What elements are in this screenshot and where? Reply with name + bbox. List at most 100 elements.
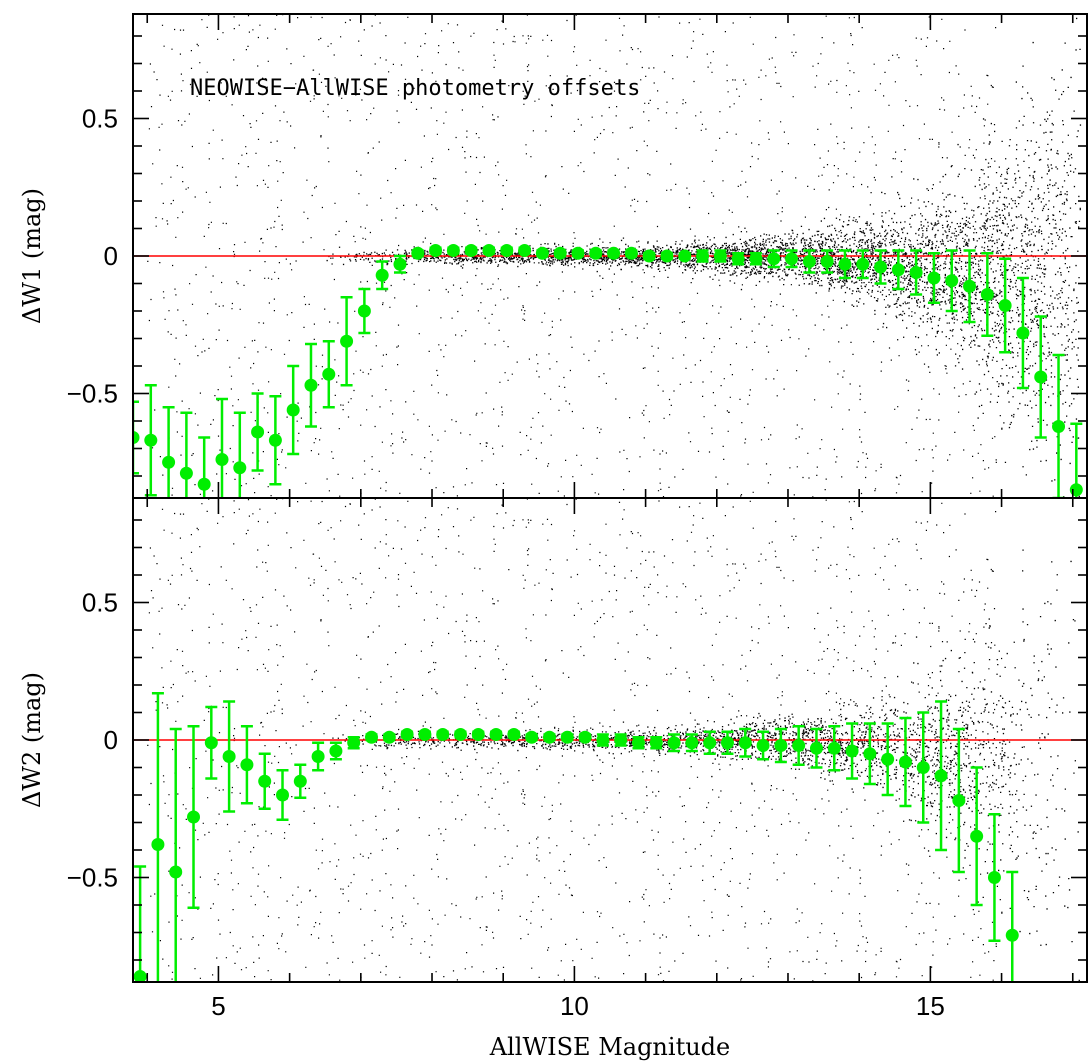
- binned-point-w2: [347, 736, 360, 749]
- binned-marker: [1052, 420, 1065, 433]
- binned-point-w2: [169, 729, 182, 1015]
- binned-marker: [162, 456, 175, 469]
- binned-point-w2: [561, 731, 574, 744]
- x-tick-label: 10: [560, 991, 589, 1021]
- binned-point-w2: [365, 731, 378, 744]
- binned-point-w2: [525, 731, 538, 744]
- binned-marker: [198, 478, 211, 491]
- binned-marker: [981, 288, 994, 301]
- binned-marker: [660, 250, 673, 263]
- binned-point-w1: [376, 262, 389, 290]
- binned-marker: [643, 250, 656, 263]
- binned-marker: [785, 252, 798, 265]
- binned-point-w1: [536, 247, 549, 260]
- binned-point-w2: [1006, 872, 1019, 999]
- binned-marker: [215, 453, 228, 466]
- binned-point-w2: [329, 743, 342, 760]
- binned-marker: [454, 728, 467, 741]
- binned-point-w2: [454, 728, 467, 741]
- binned-marker: [500, 244, 513, 257]
- binned-point-w1: [144, 385, 157, 495]
- binned-marker: [169, 866, 182, 879]
- binned-point-w2: [401, 728, 414, 741]
- binned-point-w2: [970, 768, 983, 906]
- binned-point-w2: [312, 743, 325, 771]
- binned-marker: [543, 731, 556, 744]
- binned-marker: [223, 750, 236, 763]
- binned-marker: [589, 247, 602, 260]
- binned-point-w1: [198, 438, 211, 532]
- binned-marker: [401, 728, 414, 741]
- binned-marker: [554, 247, 567, 260]
- binned-point-w2: [579, 731, 592, 744]
- binned-point-w2: [952, 729, 965, 872]
- binned-marker: [625, 247, 638, 260]
- binned-marker: [376, 269, 389, 282]
- x-axis-title: AllWISE Magnitude: [489, 1033, 730, 1061]
- binned-point-w1: [1070, 424, 1083, 556]
- binned-marker: [472, 728, 485, 741]
- binned-marker: [721, 736, 734, 749]
- binned-point-w1: [1034, 317, 1047, 438]
- binned-marker: [180, 467, 193, 480]
- binned-point-w1: [500, 244, 513, 257]
- binned-marker: [418, 728, 431, 741]
- binned-point-w2: [205, 707, 218, 779]
- binned-point-w2: [490, 728, 503, 741]
- binned-point-w2: [187, 726, 200, 908]
- binned-point-w1: [660, 250, 673, 263]
- binned-point-w1: [643, 250, 656, 263]
- binned-marker: [365, 731, 378, 744]
- binned-point-w1: [447, 244, 460, 257]
- panel-title: NEOWISE−AllWISE photometry offsets: [190, 76, 640, 101]
- binned-marker: [233, 461, 246, 474]
- binned-point-w1: [269, 396, 282, 484]
- binned-marker: [436, 728, 449, 741]
- binned-marker: [329, 745, 342, 758]
- binned-marker: [525, 731, 538, 744]
- binned-marker: [970, 830, 983, 843]
- binned-point-w2: [810, 729, 823, 768]
- binned-marker: [614, 734, 627, 747]
- binned-marker: [828, 742, 841, 755]
- binned-point-w2: [596, 734, 609, 747]
- binned-marker: [749, 252, 762, 265]
- y-tick-labels-w2: 0.50−0.5: [67, 588, 118, 893]
- binned-marker: [732, 252, 745, 265]
- binned-point-w2: [543, 731, 556, 744]
- binned-marker: [571, 247, 584, 260]
- binned-marker: [988, 871, 1001, 884]
- binned-point-w1: [233, 413, 246, 523]
- binned-marker: [927, 272, 940, 285]
- binned-marker: [507, 728, 520, 741]
- y-tick-label: 0: [104, 241, 118, 271]
- binned-marker: [536, 247, 549, 260]
- binned-marker: [1034, 371, 1047, 384]
- binned-point-w1: [571, 247, 584, 260]
- binned-marker: [696, 250, 709, 263]
- binned-point-w1: [482, 244, 495, 257]
- y-tick-label: 0.5: [82, 588, 118, 618]
- binned-point-w1: [696, 250, 709, 263]
- binned-point-w2: [134, 867, 147, 1061]
- binned-marker: [917, 761, 930, 774]
- binned-point-w2: [240, 726, 253, 803]
- y-tick-label: −0.5: [67, 379, 118, 409]
- binned-point-w2: [472, 728, 485, 741]
- binned-marker: [999, 299, 1012, 312]
- binned-point-w2: [846, 724, 859, 779]
- y-tick-label: 0.5: [82, 104, 118, 134]
- y-tick-label: 0: [104, 725, 118, 755]
- binned-marker: [910, 266, 923, 279]
- binned-marker: [240, 758, 253, 771]
- binned-marker: [607, 247, 620, 260]
- binned-marker: [963, 280, 976, 293]
- binned-point-w1: [981, 253, 994, 336]
- binned-marker: [276, 789, 289, 802]
- binned-marker: [294, 775, 307, 788]
- binned-marker: [269, 434, 282, 447]
- binned-marker: [846, 745, 859, 758]
- binned-point-w2: [650, 736, 663, 749]
- binned-point-w1: [999, 259, 1012, 353]
- binned-marker: [312, 750, 325, 763]
